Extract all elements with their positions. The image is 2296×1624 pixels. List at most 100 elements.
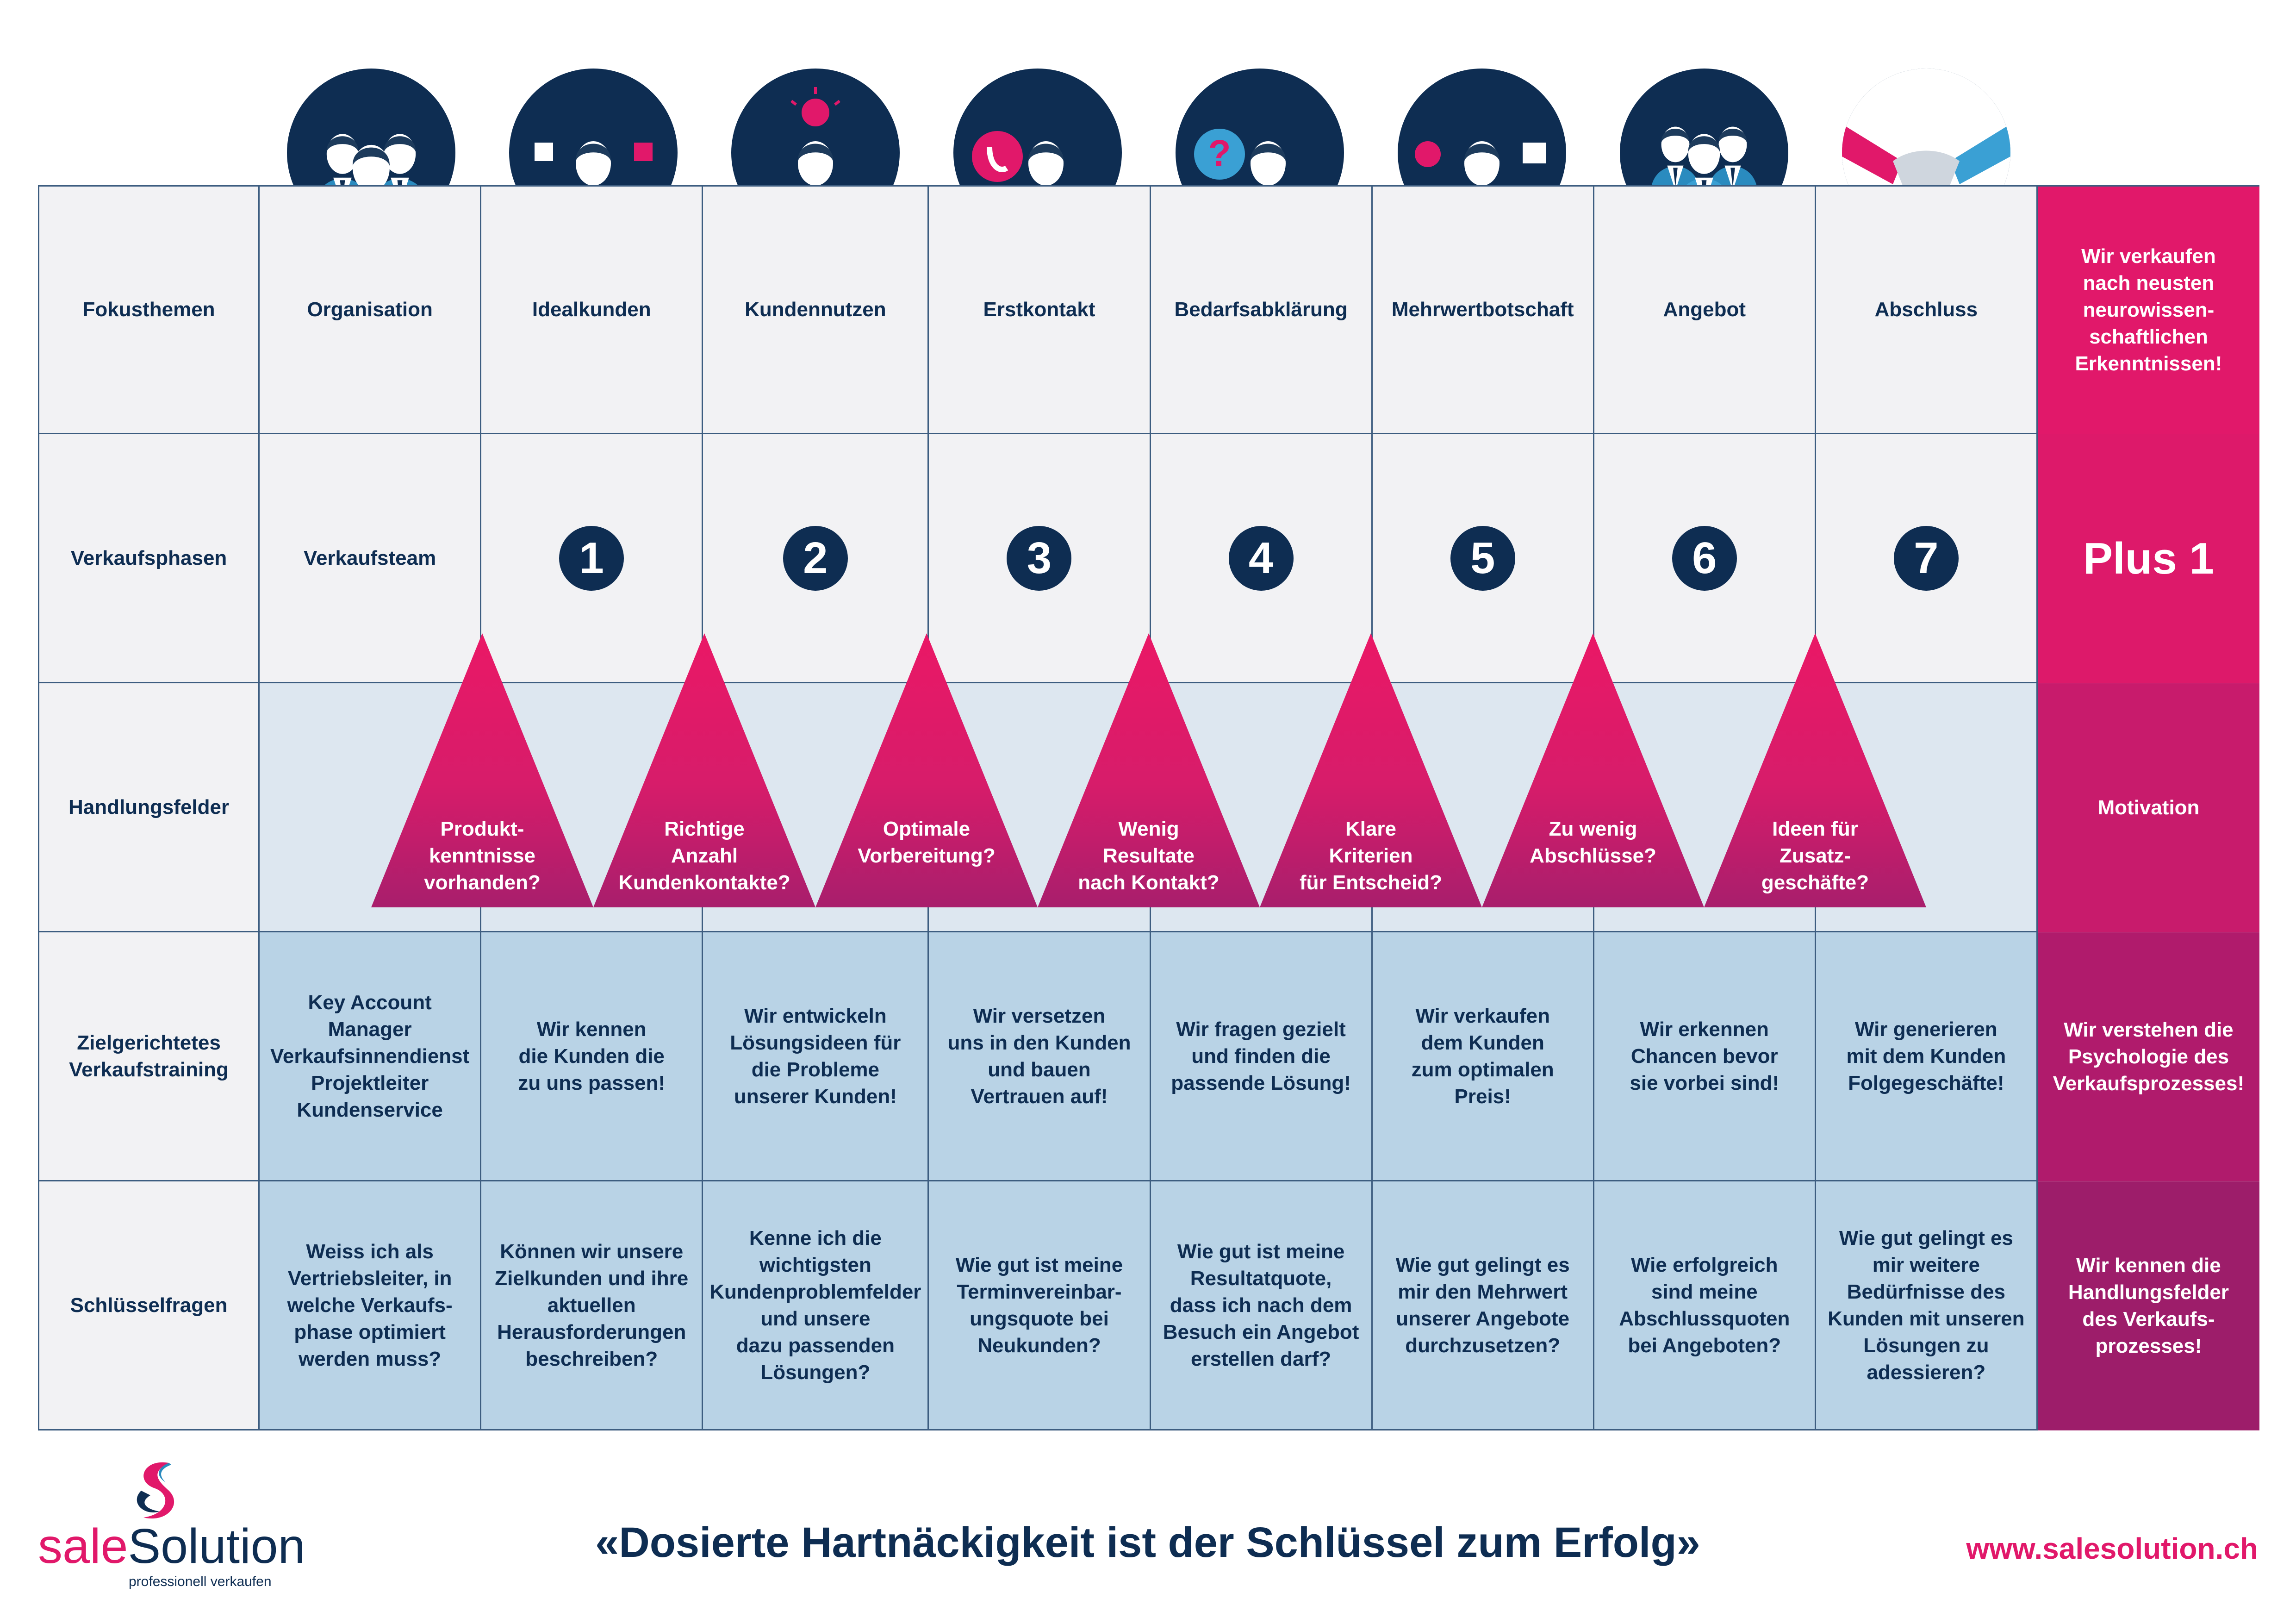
cell-schluesselfragen-7: Wie erfolgreich sind meine Abschlussquot… [1594,1181,1816,1430]
cell-verkaufstraining-6: Wir verkaufen dem Kunden zum optimalen P… [1372,932,1594,1181]
cell-verkaufstraining-5-text: Wir fragen gezielt und finden die passen… [1171,1018,1351,1094]
phase-number-7: 7 [1893,525,1959,591]
cell-verkaufsphasen-3: 2 [703,434,929,683]
cell-verkaufstraining-1: Key Account Manager Verkaufsinnendienst … [260,932,482,1181]
handlungsfeld-text-4: Wenig Resultate nach Kontakt? [1078,818,1220,894]
cell-fokusthemen-3: Kundennutzen [703,185,929,434]
phase-number-5: 5 [1450,525,1515,591]
cell-verkaufsphasen-4: 3 [929,434,1151,683]
row-label-schluesselfragen: Schlüsselfragen [38,1181,260,1430]
cell-schluesselfragen-3-text: Kenne ich die wichtigsten Kundenproblemf… [709,1226,921,1384]
plus-cell-handlungsfelder-text: Motivation [2097,796,2200,819]
svg-text:?: ? [1208,132,1231,174]
cell-fokusthemen-1: Organisation [260,185,482,434]
row-label-verkaufsphasen: Verkaufsphasen [38,434,260,683]
row-label-fokusthemen: Fokusthemen [38,185,260,434]
cell-verkaufstraining-6-text: Wir verkaufen dem Kunden zum optimalen P… [1411,1004,1554,1108]
cell-verkaufstraining-4-text: Wir versetzen uns in den Kunden und baue… [947,1004,1131,1108]
phase-number-3: 3 [1007,525,1072,591]
handlungsfeld-text-2: Richtige Anzahl Kundenkontakte? [618,818,790,894]
cell-schluesselfragen-3: Kenne ich die wichtigsten Kundenproblemf… [703,1181,929,1430]
phase-number-4: 4 [1228,525,1294,591]
sales-process-table: Fokusthemen Organisation Idealkunden Kunden… [38,185,2259,1430]
phase-number-2: 2 [783,525,848,591]
logo-solution-text: Solution [128,1519,305,1574]
cell-schluesselfragen-8-text: Wie gut gelingt es mir weitere Bedürfnis… [1828,1226,2025,1384]
plus-cell-verkaufsphasen: Plus 1 [2037,434,2259,683]
cell-fokusthemen-7: Angebot [1594,185,1816,434]
cell-schluesselfragen-6-text: Wie gut gelingt es mir den Mehrwert unse… [1395,1253,1570,1357]
logo-sale-text: sale [38,1519,128,1574]
cell-schluesselfragen-8: Wie gut gelingt es mir weitere Bedürfnis… [1816,1181,2038,1430]
plus-cell-handlungsfelder: Motivation [2037,683,2259,932]
cell-schluesselfragen-4: Wie gut ist meine Terminvereinbar- ungsq… [929,1181,1151,1430]
salesolution-logo-text: saleSolution [38,1518,305,1574]
salesolution-logo-mark [137,1462,174,1519]
cell-verkaufsphasen-5: 4 [1151,434,1373,683]
cell-fokusthemen-2-text: Idealkunden [532,298,651,321]
cell-verkaufstraining-2-text: Wir kennen die Kunden die zu uns passen! [518,1018,666,1094]
cell-verkaufstraining-8: Wir generieren mit dem Kunden Folgegesch… [1816,932,2038,1181]
cell-verkaufsphasen-1: Verkaufsteam [260,434,482,683]
row-label-schluesselfragen-text: Schlüsselfragen [70,1293,228,1317]
cell-verkaufstraining-5: Wir fragen gezielt und finden die passen… [1151,932,1373,1181]
handlungsfeld-text-1: Produkt- kenntnisse vorhanden? [424,818,541,894]
cell-verkaufsphasen-8: 7 [1816,434,2038,683]
logo-tagline: professionell verkaufen [129,1574,272,1589]
handlungsfeld-text-7: Ideen für Zusatz- geschäfte? [1761,818,1869,894]
cell-schluesselfragen-7-text: Wie erfolgreich sind meine Abschlussquot… [1619,1253,1790,1357]
cell-fokusthemen-2: Idealkunden [481,185,703,434]
row-label-verkaufsphasen-text: Verkaufsphasen [70,546,227,569]
cell-fokusthemen-8-text: Abschluss [1874,298,1978,321]
cell-fokusthemen-5: Bedarfsabklärung [1151,185,1373,434]
cell-verkaufsphasen-7: 6 [1594,434,1816,683]
cell-fokusthemen-6-text: Mehrwertbotschaft [1391,298,1574,321]
cell-schluesselfragen-5: Wie gut ist meine Resultatquote, dass ic… [1151,1181,1373,1430]
cell-fokusthemen-1-text: Organisation [307,298,433,321]
row-label-handlungsfelder-text: Handlungsfelder [68,795,230,818]
handlungsfeld-text-6: Zu wenig Abschlüsse? [1530,818,1656,867]
cell-verkaufstraining-7-text: Wir erkennen Chancen bevor sie vorbei si… [1630,1018,1780,1094]
row-label-verkaufstraining: Zielgerichtetes Verkaufstraining [38,932,260,1181]
cell-verkaufstraining-3-text: Wir entwickeln Lösungsideen für die Prob… [730,1004,901,1108]
cell-verkaufstraining-3: Wir entwickeln Lösungsideen für die Prob… [703,932,929,1181]
cell-verkaufstraining-1-text: Key Account Manager Verkaufsinnendienst … [270,991,470,1121]
website-link[interactable]: www.salesolution.ch [1966,1532,2258,1565]
cell-verkaufstraining-4: Wir versetzen uns in den Kunden und baue… [929,932,1151,1181]
plus-cell-fokusthemen-text: Wir verkaufen nach neusten neurowissen- … [2075,245,2222,375]
phase-number-1: 1 [559,525,624,591]
plus-cell-schluesselfragen: Wir kennen die Handlungsfelder des Verka… [2037,1181,2259,1430]
cell-verkaufstraining-7: Wir erkennen Chancen bevor sie vorbei si… [1594,932,1816,1181]
plus-cell-fokusthemen: Wir verkaufen nach neusten neurowissen- … [2037,185,2259,434]
cell-schluesselfragen-6: Wie gut gelingt es mir den Mehrwert unse… [1372,1181,1594,1430]
cell-fokusthemen-8: Abschluss [1816,185,2038,434]
cell-schluesselfragen-1-text: Weiss ich als Vertriebsleiter, in welche… [287,1240,453,1370]
cell-schluesselfragen-2: Können wir unsere Zielkunden und ihre ak… [481,1181,703,1430]
handlungsfeld-text-5: Klare Kriterien für Entscheid? [1299,818,1443,894]
cell-fokusthemen-4-text: Erstkontakt [983,298,1095,321]
cell-fokusthemen-3-text: Kundennutzen [745,298,886,321]
cell-verkaufsphasen-1-text: Verkaufsteam [304,546,436,569]
plus-cell-verkaufstraining-text: Wir verstehen die Psychologie des Verkau… [2053,1018,2245,1095]
handlungsfeld-text-3: Optimale Vorbereitung? [858,818,996,867]
plus-cell-verkaufstraining: Wir verstehen die Psychologie des Verkau… [2037,932,2259,1181]
cell-verkaufsphasen-6: 5 [1372,434,1594,683]
cell-schluesselfragen-5-text: Wie gut ist meine Resultatquote, dass ic… [1163,1240,1359,1370]
cell-fokusthemen-5-text: Bedarfsabklärung [1174,298,1348,321]
cell-fokusthemen-4: Erstkontakt [929,185,1151,434]
cell-verkaufsphasen-2: 1 [481,434,703,683]
row-label-verkaufstraining-text: Zielgerichtetes Verkaufstraining [69,1031,229,1081]
cell-verkaufstraining-2: Wir kennen die Kunden die zu uns passen! [481,932,703,1181]
cell-verkaufstraining-8-text: Wir generieren mit dem Kunden Folgegesch… [1846,1018,2006,1094]
phase-number-6: 6 [1672,525,1737,591]
cell-schluesselfragen-2-text: Können wir unsere Zielkunden und ihre ak… [495,1240,689,1370]
footer-quote: «Dosierte Hartnäckigkeit ist der Schlüss… [595,1519,1700,1566]
cell-fokusthemen-6: Mehrwertbotschaft [1372,185,1594,434]
row-label-fokusthemen-text: Fokusthemen [82,298,215,321]
cell-schluesselfragen-1: Weiss ich als Vertriebsleiter, in welche… [260,1181,482,1430]
cell-fokusthemen-7-text: Angebot [1663,298,1746,321]
plus-cell-schluesselfragen-text: Wir kennen die Handlungsfelder des Verka… [2068,1254,2229,1357]
plus-cell-verkaufsphasen-text: Plus 1 [2083,533,2214,583]
row-label-handlungsfelder: Handlungsfelder [38,683,260,932]
cell-schluesselfragen-4-text: Wie gut ist meine Terminvereinbar- ungsq… [955,1253,1123,1357]
